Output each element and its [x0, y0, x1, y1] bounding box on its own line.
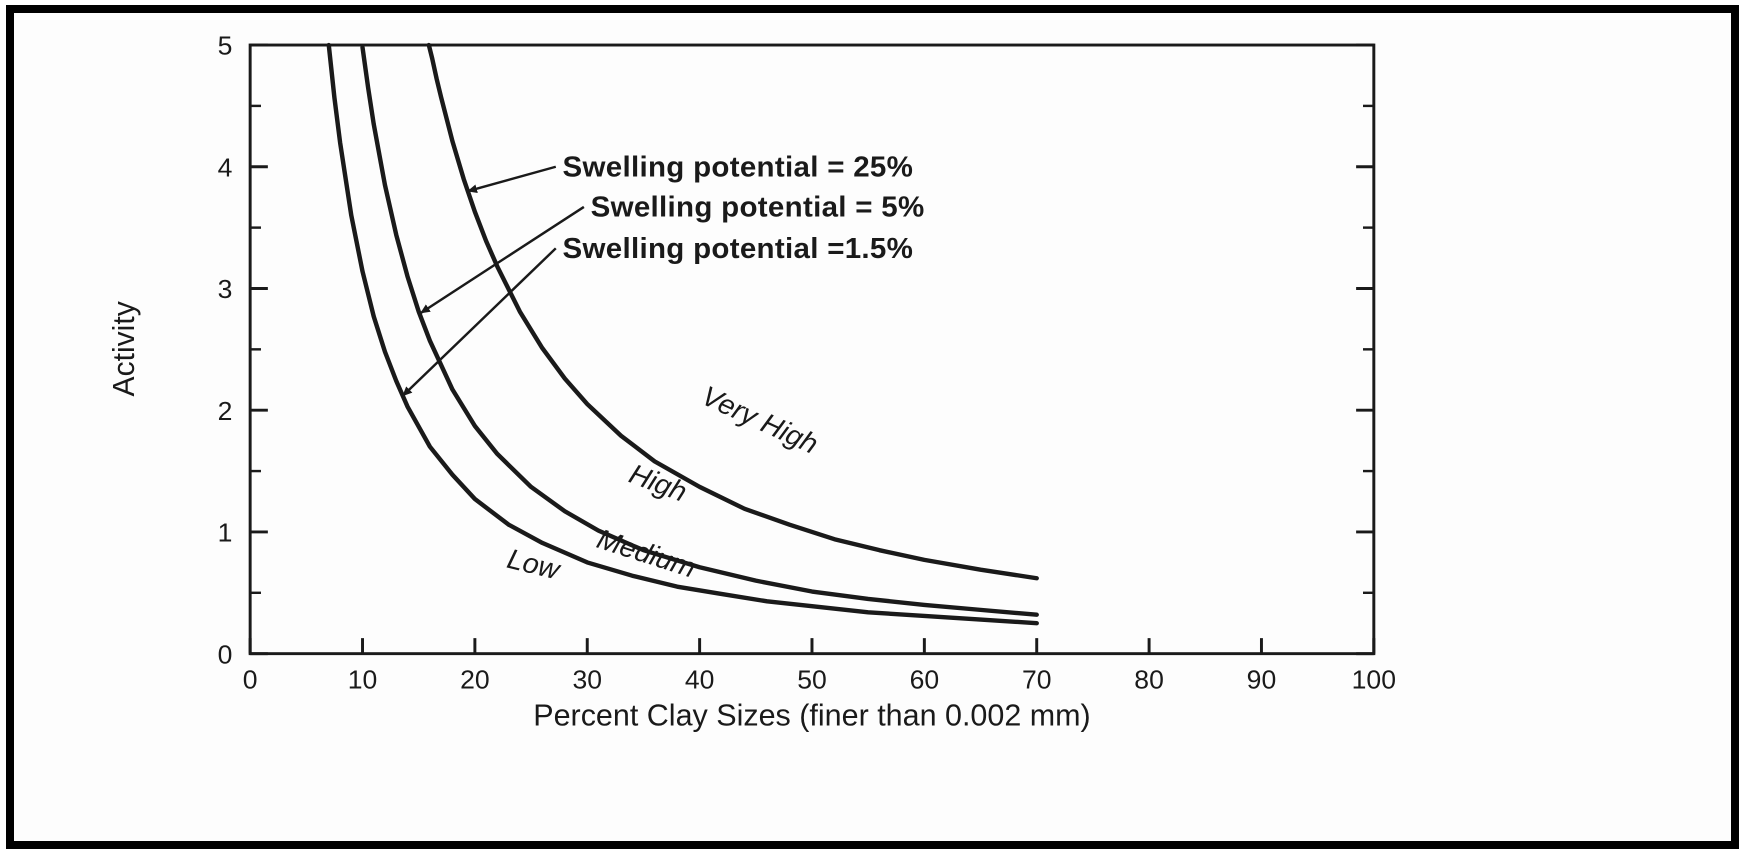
annotation-arrow	[402, 247, 557, 397]
curve-swelling-5	[360, 45, 1039, 617]
annotation-label: Swelling potential = 25%	[563, 151, 914, 184]
y-tick-label: 1	[218, 518, 233, 548]
annotation-label: Swelling potential =1.5%	[563, 232, 914, 265]
y-tick-label: 2	[218, 396, 233, 426]
y-axis-title: Activity	[108, 300, 141, 396]
chart-generated-layer: 0 10 20 30 40 50 60 70 80 90 100 0 1 2 3 4 5 Very HighHig…	[218, 31, 1396, 695]
x-tick-label: 80	[1134, 665, 1164, 695]
curve-swelling-25	[426, 42, 1039, 581]
y-tick-label: 5	[218, 31, 233, 61]
x-tick-label: 90	[1247, 665, 1277, 695]
y-tick-label: 3	[218, 274, 233, 304]
x-tick-label: 20	[460, 665, 490, 695]
x-tick-label: 40	[685, 665, 715, 695]
plot-border	[248, 43, 1376, 656]
figure-frame: 0 10 20 30 40 50 60 70 80 90 100 0 1 2 3 4 5 Very High Hig…	[6, 5, 1739, 849]
x-tick-label: 60	[910, 665, 940, 695]
x-tick-label: 50	[797, 665, 827, 695]
x-axis-title: Percent Clay Sizes (finer than 0.002 mm)	[533, 700, 1090, 733]
curve-swelling-1-5	[326, 42, 1039, 626]
annotation-arrow	[467, 165, 557, 193]
zone-label: High	[625, 458, 691, 508]
zone-label: Very High	[697, 380, 823, 461]
y-tick-label: 0	[218, 640, 233, 670]
swelling-potential-chart: 0 10 20 30 40 50 60 70 80 90 100 0 1 2 3 4 5 Very HighHig…	[108, 31, 1396, 733]
zone-label: Medium	[593, 523, 699, 584]
x-tick-label: 10	[348, 665, 378, 695]
annotation-arrow	[420, 205, 585, 314]
annotation-label: Swelling potential = 5%	[591, 191, 925, 224]
x-tick-label: 100	[1352, 665, 1396, 695]
x-tick-label: 30	[572, 665, 602, 695]
y-tick-label: 4	[218, 153, 233, 183]
x-tick-label: 70	[1022, 665, 1052, 695]
x-tick-label: 0	[243, 665, 258, 695]
